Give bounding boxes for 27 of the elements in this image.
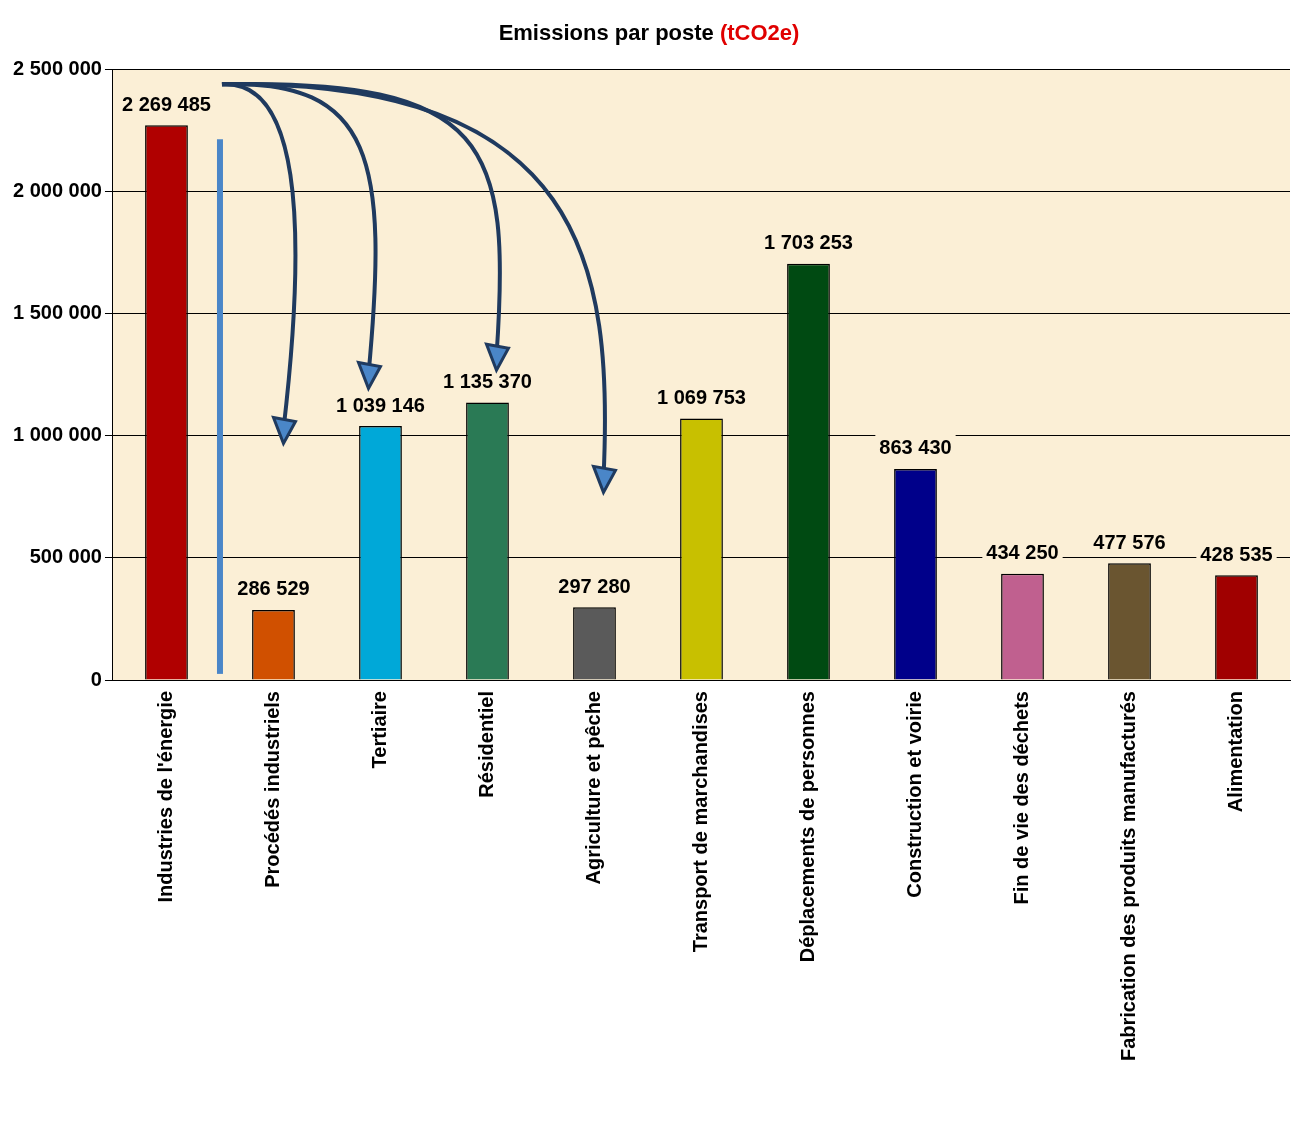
y-tick-label: 500 000 xyxy=(29,545,102,568)
y-tick-label: 2 500 000 xyxy=(12,56,102,79)
y-tick-label: 2 000 000 xyxy=(12,178,102,201)
x-tick-label: Agriculture et pêche xyxy=(582,691,604,885)
x-tick-label: Industries de l'énergie xyxy=(153,691,176,903)
x-tick-label: Alimentation xyxy=(1224,691,1247,813)
x-tick-label: Résidentiel xyxy=(475,691,497,798)
data-label: 297 280 xyxy=(558,574,631,597)
data-label: 863 430 xyxy=(879,436,952,459)
chart-title: Emissions par poste (tCO2e) xyxy=(497,20,801,46)
data-label: 428 535 xyxy=(1200,542,1273,565)
x-tick-label: Fabrication des produits manufacturés xyxy=(1117,691,1140,1062)
data-label: 1 069 753 xyxy=(657,386,746,409)
data-label: 286 529 xyxy=(237,577,310,600)
x-tick-label: Transport de marchandises xyxy=(689,691,711,953)
x-tick-label: Déplacements de personnes xyxy=(796,691,819,963)
data-label: 434 250 xyxy=(986,541,1059,564)
y-tick-label: 0 xyxy=(90,667,102,690)
data-label: 1 703 253 xyxy=(764,231,853,254)
y-tick-label: 1 500 000 xyxy=(12,300,102,323)
y-tick-label: 1 000 000 xyxy=(12,423,102,446)
x-tick-label: Tertiaire xyxy=(368,691,390,769)
x-tick-label: Construction et voirie xyxy=(903,691,926,898)
x-tick-label: Procédés industriels xyxy=(260,691,283,888)
data-label: 2 269 485 xyxy=(121,92,211,115)
x-tick-label: Fin de vie des déchets xyxy=(1010,691,1033,905)
data-label: 477 576 xyxy=(1093,530,1166,553)
